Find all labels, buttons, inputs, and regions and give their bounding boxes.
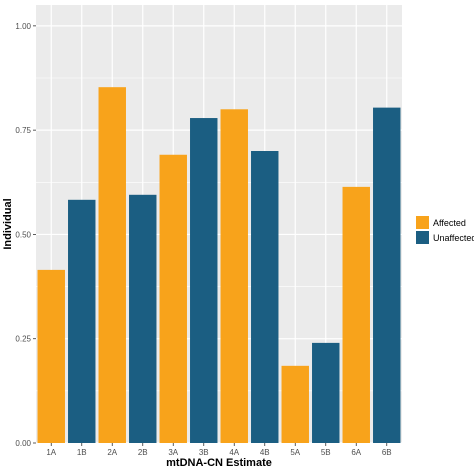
minor-gridlines: [36, 77, 402, 392]
x-tick-label: 3B: [199, 448, 209, 457]
bar-4B: [251, 151, 279, 443]
y-tick-label: 0.75: [15, 126, 31, 135]
bar-2B: [129, 194, 157, 443]
y-tick-label: 0.50: [15, 230, 31, 239]
x-tick-label: 2B: [138, 448, 148, 457]
bars-group: [37, 87, 401, 444]
y-tick-label: 0.25: [15, 335, 31, 344]
bar-6A: [342, 186, 370, 444]
bar-2A: [98, 87, 126, 444]
bar-3A: [159, 154, 187, 444]
y-axis-ticks: 0.00 0.25 0.50 0.75 1.00: [15, 22, 36, 448]
bar-5A: [281, 365, 309, 443]
legend-label: Affected: [433, 218, 466, 228]
x-tick-label: 5B: [321, 448, 331, 457]
x-tick-label: 1A: [46, 448, 56, 457]
legend-label: Unaffected: [433, 233, 474, 243]
x-tick-label: 4A: [229, 448, 239, 457]
bar-4A: [220, 109, 248, 444]
x-axis-ticks: 1A 1B 2A 2B 3A 3B 4A 4B 5A 5B 6A 6B: [46, 443, 392, 457]
x-tick-label: 6B: [382, 448, 392, 457]
x-axis-title: mtDNA-CN Estimate: [166, 457, 272, 469]
x-tick-label: 5A: [290, 448, 300, 457]
y-tick-label: 0.00: [15, 439, 31, 448]
x-tick-label: 4B: [260, 448, 270, 457]
legend-key: [416, 216, 429, 229]
x-tick-label: 6A: [351, 448, 361, 457]
bar-1A: [37, 269, 65, 443]
x-tick-label: 1B: [77, 448, 87, 457]
bar-1B: [68, 199, 96, 443]
y-axis-title: Individual: [2, 198, 14, 249]
legend-key: [416, 231, 429, 244]
bar-3B: [190, 118, 218, 443]
legend: Affected Unaffected: [416, 216, 474, 244]
bar-6B: [373, 107, 401, 444]
bar-5B: [312, 342, 340, 443]
x-tick-label: 2A: [107, 448, 117, 457]
x-tick-label: 3A: [168, 448, 178, 457]
y-tick-label: 1.00: [15, 22, 31, 31]
